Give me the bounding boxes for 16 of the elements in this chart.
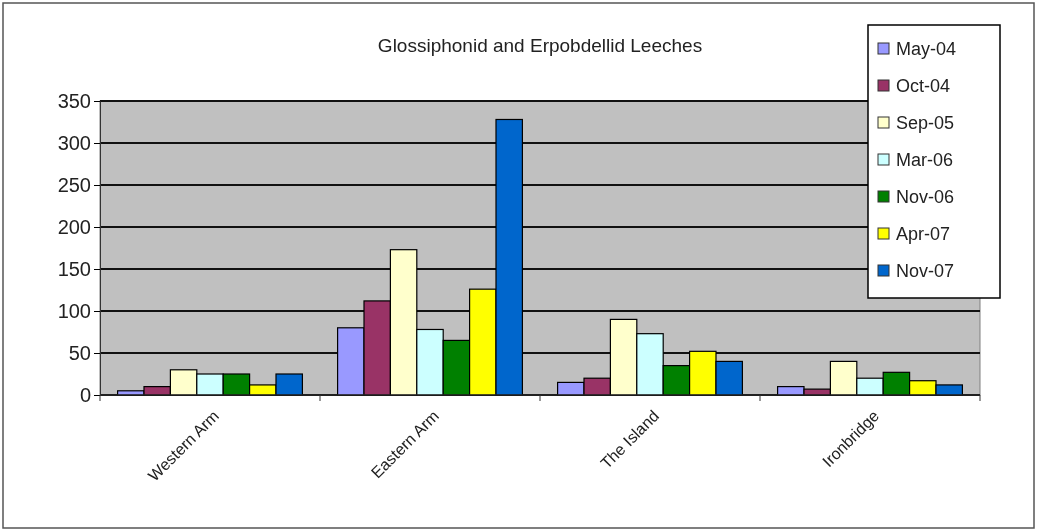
y-tick-label: 350 bbox=[57, 89, 91, 112]
chart-title: Glossiphonid and Erpobdellid Leeches bbox=[377, 35, 703, 56]
legend-label: Mar-06 bbox=[896, 150, 954, 170]
legend-label: Sep-05 bbox=[896, 113, 955, 133]
y-tick-label: 50 bbox=[68, 341, 91, 364]
legend-label: Apr-07 bbox=[896, 224, 951, 244]
y-tick-label: 150 bbox=[57, 257, 91, 280]
y-tick-label: 0 bbox=[79, 383, 91, 406]
legend-label: Oct-04 bbox=[896, 76, 951, 96]
legend-label: Nov-06 bbox=[896, 187, 955, 207]
legend-label: May-04 bbox=[896, 39, 957, 59]
y-tick-label: 300 bbox=[57, 131, 91, 154]
y-tick-label: 200 bbox=[57, 215, 91, 238]
legend-label: Nov-07 bbox=[896, 261, 955, 281]
y-tick-label: 250 bbox=[57, 173, 91, 196]
y-tick-label: 100 bbox=[57, 299, 91, 322]
